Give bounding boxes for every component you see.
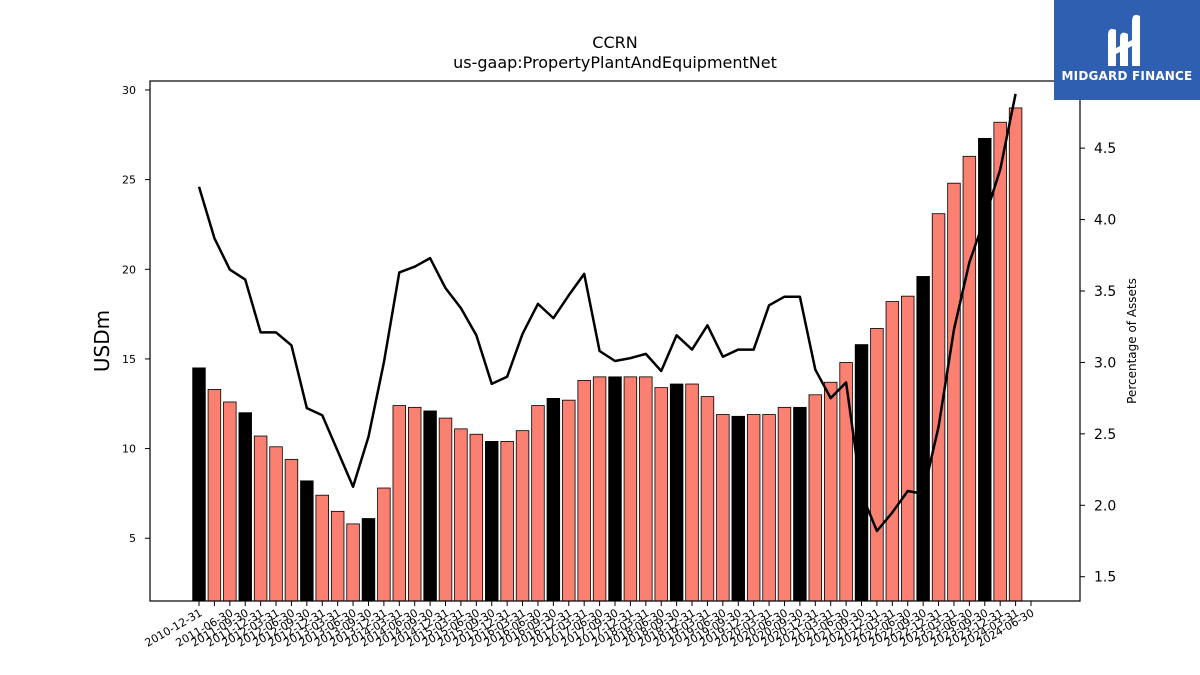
bar-2011-12-31 — [253, 435, 268, 602]
bar-2018-06-30 — [654, 387, 668, 602]
bar-2016-09-30 — [546, 397, 561, 602]
bar-2017-09-30 — [608, 376, 622, 602]
bar-2022-09-30 — [916, 276, 930, 602]
bar-2022-06-30 — [901, 295, 915, 602]
bar-2022-12-31 — [931, 213, 946, 602]
plot-frame — [149, 80, 1081, 602]
y-axis-label: USDm — [90, 310, 114, 372]
bar-2014-06-30 — [407, 406, 422, 602]
bar-2019-03-31 — [700, 396, 715, 602]
bar-2013-12-31 — [377, 487, 391, 602]
bar-2021-03-31 — [823, 381, 838, 602]
bar-2021-09-30 — [854, 344, 869, 602]
bar-2011-03-31 — [207, 389, 222, 602]
bar-2022-03-31 — [885, 301, 900, 602]
bar-2017-03-31 — [577, 380, 591, 602]
x-axis: 2010-12-312011-06-302011-09-302011-12-31… — [143, 601, 1037, 650]
bar-2012-12-31 — [315, 494, 329, 602]
y2-tick-label: 2.5 — [1094, 427, 1116, 443]
left-y-axis: 5 10 15 20 25 30 — [122, 84, 150, 545]
bar-2023-12-31 — [993, 121, 1007, 602]
bar-2019-09-30 — [731, 415, 745, 602]
bar-2013-03-31 — [330, 510, 345, 602]
y2-tick-label: 2.0 — [1094, 498, 1116, 514]
bar-2020-03-31 — [762, 414, 776, 602]
bar-series — [192, 107, 1023, 602]
brand-logo: MIDGARD FINANCE — [1054, 0, 1200, 100]
y2-tick-label: 4.0 — [1094, 213, 1116, 229]
bar-2023-06-30 — [962, 155, 977, 602]
bar-2010-12-31 — [192, 367, 206, 602]
bar-2018-12-31 — [685, 383, 699, 602]
bar-2023-03-31 — [947, 182, 961, 602]
bar-2020-06-30 — [777, 406, 792, 602]
y2-tick-label: 3.5 — [1094, 284, 1116, 300]
y2-axis-label: Percentage of Assets — [1125, 278, 1139, 404]
bar-2011-09-30 — [238, 412, 252, 602]
bar-2012-06-30 — [284, 458, 299, 602]
y-tick-label: 10 — [122, 443, 136, 456]
bar-2021-12-31 — [870, 328, 884, 602]
midgard-logo-icon — [1108, 14, 1140, 66]
percentage-line — [197, 93, 1017, 533]
bar-2014-12-31 — [438, 417, 453, 602]
y-tick-label: 20 — [122, 263, 136, 276]
bar-2015-06-30 — [469, 433, 484, 602]
bar-2013-06-30 — [346, 523, 360, 602]
bar-2015-03-31 — [454, 428, 468, 602]
bar-2013-09-30 — [361, 518, 376, 602]
y-tick-label: 30 — [122, 84, 136, 97]
bar-2016-06-30 — [531, 405, 545, 602]
y-tick-label: 15 — [122, 353, 136, 366]
y2-tick-label: 4.5 — [1094, 141, 1116, 157]
bar-2015-09-30 — [485, 441, 499, 602]
bar-2018-03-31 — [639, 376, 653, 602]
y2-tick-label: 3.0 — [1094, 355, 1116, 371]
bar-2017-12-31 — [623, 376, 638, 602]
bar-2016-03-31 — [515, 430, 530, 602]
bar-2024-03-31 — [1008, 107, 1023, 602]
right-y-axis: 1.5 2.0 2.5 3.0 3.5 4.0 4.5 — [1080, 141, 1116, 586]
chart-title: CCRN — [592, 33, 637, 52]
bar-2012-09-30 — [300, 480, 314, 602]
bar-2014-09-30 — [423, 410, 437, 602]
bar-2014-03-31 — [392, 405, 407, 602]
bar-2020-09-30 — [793, 406, 807, 602]
bar-2017-06-30 — [592, 376, 607, 602]
bar-2015-12-31 — [500, 441, 514, 602]
y-tick-label: 25 — [122, 174, 136, 187]
chart-subtitle: us-gaap:PropertyPlantAndEquipmentNet — [453, 53, 777, 72]
line-series — [197, 93, 1017, 533]
bar-2011-06-30 — [223, 401, 237, 602]
brand-name: MIDGARD FINANCE — [1061, 69, 1193, 83]
bar-2019-12-31 — [746, 414, 761, 602]
bar-2020-12-31 — [808, 394, 823, 602]
bar-2012-03-31 — [269, 446, 283, 602]
y-tick-label: 5 — [129, 532, 136, 545]
bar-2021-06-30 — [839, 362, 853, 602]
bar-2016-12-31 — [562, 399, 576, 602]
bar-2019-06-30 — [716, 414, 730, 602]
y2-tick-label: 1.5 — [1094, 570, 1116, 586]
bar-2018-09-30 — [669, 383, 684, 602]
